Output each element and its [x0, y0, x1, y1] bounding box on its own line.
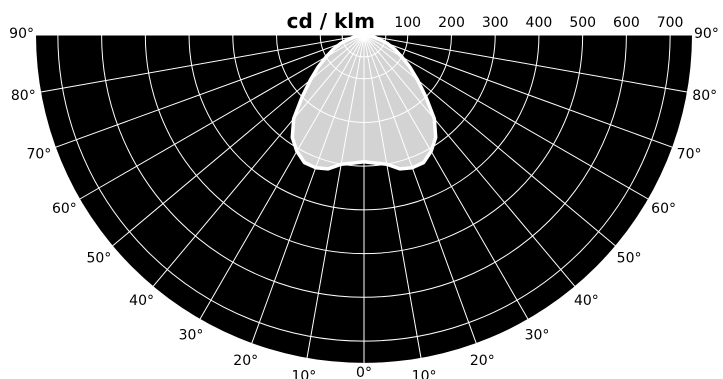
angle-tick-label: 70° [677, 146, 702, 162]
angle-tick-label: 30° [179, 328, 204, 344]
angle-tick-label: 60° [52, 201, 77, 217]
angle-gridline [152, 34, 365, 287]
radial-gridline [232, 34, 496, 167]
angle-gridline [363, 34, 649, 200]
angle-tick-label: 30° [525, 328, 550, 344]
angle-gridline [40, 34, 365, 93]
radial-tick-label: 500 [569, 15, 596, 31]
radial-tick-label: 100 [394, 15, 421, 31]
angle-gridline [363, 34, 688, 93]
angle-gridline [363, 34, 616, 247]
angle-gridline [363, 34, 576, 287]
angle-tick-label: 20° [233, 353, 258, 369]
angle-tick-label: 80° [692, 88, 717, 104]
radial-tick-label: 400 [526, 15, 553, 31]
radial-tick-label: 300 [482, 15, 509, 31]
angle-gridline [306, 34, 365, 359]
angle-tick-label: 90° [694, 26, 719, 42]
angle-tick-label: 10° [291, 369, 316, 379]
angle-gridline [363, 34, 529, 320]
angle-grid [36, 34, 692, 363]
radial-gridline [276, 34, 452, 123]
angle-tick-label: 10° [412, 369, 437, 379]
angle-tick-label: 60° [651, 201, 676, 217]
angle-tick-label: 80° [11, 88, 36, 104]
radial-gridline [144, 34, 584, 255]
angle-tick-label: 40° [129, 293, 154, 309]
radial-gridline [319, 34, 409, 79]
radial-tick-label: 200 [438, 15, 465, 31]
angle-gridline [199, 34, 365, 320]
angle-tick-label: 20° [470, 353, 495, 369]
radial-gridline [341, 34, 387, 58]
angle-tick-label: 50° [86, 250, 111, 266]
labels: cd / klm 100 200 300 400 500 600 700 90° 90° 80° 8… [9, 9, 719, 379]
radial-tick-label: 600 [613, 15, 640, 31]
angle-tick-label: 0° [356, 365, 372, 379]
intensity-curve-outline [290, 33, 438, 171]
radial-grid [57, 34, 671, 342]
angle-gridline [251, 34, 365, 344]
radial-tick-label: 700 [657, 15, 684, 31]
radial-gridline [57, 34, 671, 342]
angle-tick-label: 50° [617, 250, 642, 266]
angle-tick-label: 70° [26, 146, 51, 162]
angle-gridline [363, 34, 673, 148]
angle-gridline [363, 34, 422, 359]
outline-layer [290, 33, 438, 171]
radial-gridline [101, 34, 627, 298]
radial-gridline [188, 34, 540, 211]
angle-gridline [363, 34, 477, 344]
angle-gridline [79, 34, 365, 200]
angle-gridline [112, 34, 365, 247]
angle-tick-label: 90° [9, 26, 34, 42]
angle-tick-label: 40° [574, 293, 599, 309]
angle-gridline [55, 34, 365, 148]
unit-label: cd / klm [287, 9, 375, 33]
